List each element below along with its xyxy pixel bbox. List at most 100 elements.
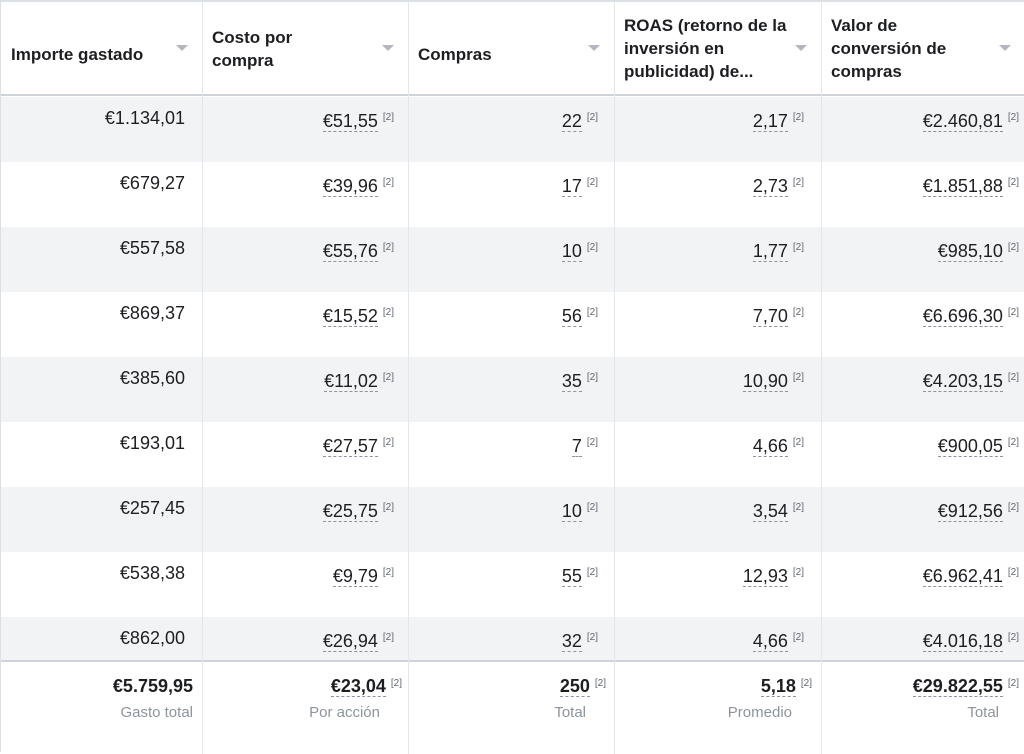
total-purchases: 250 [2] Total [408, 672, 606, 742]
cell-spend: €1.134,01 [1, 97, 185, 162]
cell-value: €862,00 [119, 628, 185, 648]
cell-roas: 4,66 [2] [614, 422, 804, 487]
sort-caret-icon[interactable] [176, 45, 188, 51]
cell-cost-per-purchase: €26,94 [2] [202, 617, 394, 682]
total-value[interactable]: 5,18 [760, 676, 796, 697]
cell-value[interactable]: 7 [571, 436, 582, 457]
cell-value[interactable]: 2,17 [752, 111, 788, 132]
cell-value[interactable]: 56 [561, 306, 582, 327]
cell-value[interactable]: 2,73 [752, 176, 788, 197]
cell-value[interactable]: €25,75 [322, 501, 378, 522]
cell-value[interactable]: €912,56 [937, 501, 1003, 522]
cell-value[interactable]: 10 [561, 241, 582, 262]
column-header-label: ROAS (retorno de la inversión en publici… [624, 16, 787, 81]
column-divider [408, 2, 409, 754]
sort-caret-icon[interactable] [795, 45, 807, 51]
cell-value: €257,45 [119, 498, 185, 518]
table-row: €193,01 €27,57 [2] 7 [2] 4,66 [2] €900,05 [2] [1, 422, 1024, 487]
cell-conversion-value: €4.203,15 [2] [821, 357, 1019, 422]
cell-value[interactable]: 12,93 [742, 566, 788, 587]
cell-value[interactable]: €15,52 [322, 306, 378, 327]
cell-value: €385,60 [119, 368, 185, 388]
column-header-cost-per-purchase[interactable]: Costo por compra [202, 2, 408, 94]
cell-conversion-value: €900,05 [2] [821, 422, 1019, 487]
cell-value: €1.134,01 [104, 108, 185, 128]
footnote-marker: [2] [1007, 112, 1019, 123]
footnote-marker: [2] [792, 307, 804, 318]
cell-conversion-value: €985,10 [2] [821, 227, 1019, 292]
column-header-label: Compras [418, 44, 492, 64]
sort-caret-icon[interactable] [382, 45, 394, 51]
cell-value[interactable]: 4,66 [752, 436, 788, 457]
column-header-label: Importe gastado [11, 44, 144, 64]
cell-value[interactable]: €6.696,30 [922, 306, 1003, 327]
cell-value[interactable]: €55,76 [322, 241, 378, 262]
cell-value[interactable]: 55 [561, 566, 582, 587]
column-header-conversion-value[interactable]: Valor de conversión de compras [821, 2, 1024, 94]
cell-value: €538,38 [119, 563, 185, 583]
cell-value[interactable]: €2.460,81 [922, 111, 1003, 132]
cell-value[interactable]: €9,79 [332, 566, 378, 587]
footnote-marker: [2] [1007, 372, 1019, 383]
cell-spend: €679,27 [1, 162, 185, 227]
footnote-marker: [2] [792, 567, 804, 578]
cell-value[interactable]: €1.851,88 [922, 176, 1003, 197]
cell-value[interactable]: €11,02 [324, 371, 378, 392]
cell-purchases: 10 [2] [408, 487, 598, 552]
cell-value[interactable]: 10,90 [742, 371, 788, 392]
total-value[interactable]: €29.822,55 [912, 676, 1003, 697]
footnote-marker: [2] [792, 632, 804, 643]
cell-purchases: 32 [2] [408, 617, 598, 682]
cell-value[interactable]: €4.016,18 [922, 631, 1003, 652]
cell-value[interactable]: €900,05 [937, 436, 1003, 457]
cell-value[interactable]: 10 [561, 501, 582, 522]
cell-value[interactable]: 1,77 [752, 241, 788, 262]
cell-cost-per-purchase: €11,02 [2] [202, 357, 394, 422]
table-row: €538,38 €9,79 [2] 55 [2] 12,93 [2] €6.962,41 [2] [1, 552, 1024, 617]
footnote-marker: [2] [586, 372, 598, 383]
cell-roas: 12,93 [2] [614, 552, 804, 617]
footnote-marker: [2] [792, 502, 804, 513]
cell-value[interactable]: €51,55 [322, 111, 378, 132]
cell-purchases: 10 [2] [408, 227, 598, 292]
footnote-marker: [2] [382, 242, 394, 253]
total-label: Promedio [727, 704, 792, 721]
table-row: €679,27 €39,96 [2] 17 [2] 2,73 [2] €1.851,88 [2] [1, 162, 1024, 227]
column-header-roas[interactable]: ROAS (retorno de la inversión en publici… [614, 2, 821, 94]
cell-value[interactable]: 17 [561, 176, 582, 197]
cell-value[interactable]: 7,70 [752, 306, 788, 327]
footnote-marker: [2] [382, 177, 394, 188]
footnote-marker: [2] [382, 372, 394, 383]
cell-conversion-value: €6.962,41 [2] [821, 552, 1019, 617]
sort-caret-icon[interactable] [588, 45, 600, 51]
cell-value[interactable]: €27,57 [322, 436, 378, 457]
cell-roas: 1,77 [2] [614, 227, 804, 292]
cell-cost-per-purchase: €9,79 [2] [202, 552, 394, 617]
cell-value[interactable]: 3,54 [752, 501, 788, 522]
cell-purchases: 7 [2] [408, 422, 598, 487]
sort-caret-icon[interactable] [999, 45, 1011, 51]
cell-purchases: 17 [2] [408, 162, 598, 227]
cell-value[interactable]: €26,94 [322, 631, 378, 652]
cell-value[interactable]: 32 [561, 631, 582, 652]
cell-value[interactable]: €39,96 [322, 176, 378, 197]
total-value[interactable]: 250 [559, 676, 590, 697]
cell-spend: €557,58 [1, 227, 185, 292]
cell-cost-per-purchase: €25,75 [2] [202, 487, 394, 552]
total-value[interactable]: €23,04 [330, 676, 386, 697]
column-header-purchases[interactable]: Compras [408, 2, 614, 94]
table-row: €557,58 €55,76 [2] 10 [2] 1,77 [2] €985,10 [2] [1, 227, 1024, 292]
footnote-marker: [2] [586, 112, 598, 123]
cell-value[interactable]: 22 [561, 111, 582, 132]
cell-value[interactable]: 35 [561, 371, 582, 392]
table-row: €257,45 €25,75 [2] 10 [2] 3,54 [2] €912,56 [2] [1, 487, 1024, 552]
column-header-spend[interactable]: Importe gastado [1, 2, 202, 94]
cell-value[interactable]: €985,10 [937, 241, 1003, 262]
cell-roas: 7,70 [2] [614, 292, 804, 357]
cell-value[interactable]: €6.962,41 [922, 566, 1003, 587]
cell-value[interactable]: €4.203,15 [922, 371, 1003, 392]
total-roas: 5,18 [2] Promedio [614, 672, 812, 742]
footnote-marker: [2] [1007, 307, 1019, 318]
cell-value[interactable]: 4,66 [752, 631, 788, 652]
footnote-marker: [2] [586, 242, 598, 253]
